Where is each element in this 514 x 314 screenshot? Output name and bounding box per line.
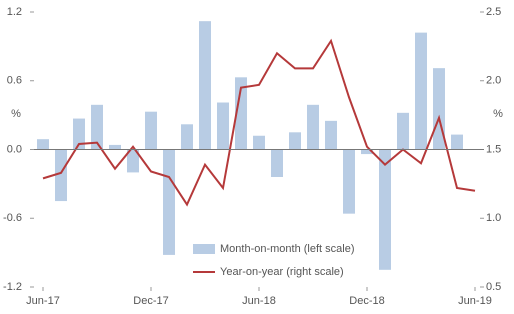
y-tick-label: 0.6 xyxy=(7,75,22,87)
y2-tick-label: 2.5 xyxy=(486,6,501,18)
bar xyxy=(181,124,193,150)
bar xyxy=(253,135,265,150)
y2-tick-label: 0.5 xyxy=(486,281,501,293)
x-tick-label: Jun-18 xyxy=(242,295,276,307)
x-tick-label: Jun-19 xyxy=(458,295,492,307)
bar xyxy=(343,149,355,214)
legend-swatch xyxy=(193,244,215,254)
y2-tick-label: 1.0 xyxy=(486,212,501,224)
y-tick-label: 1.2 xyxy=(7,6,22,18)
y2-tick-label: 1.5 xyxy=(486,143,501,155)
bar xyxy=(379,149,391,270)
legend-label: Year-on-year (right scale) xyxy=(220,266,344,278)
bar xyxy=(163,149,175,255)
bar xyxy=(217,102,229,150)
bar xyxy=(235,77,247,150)
bar xyxy=(145,111,157,150)
bar xyxy=(55,149,67,202)
bar xyxy=(91,104,103,150)
y-tick-label: 0.0 xyxy=(7,143,22,155)
legend-label: Month-on-month (left scale) xyxy=(220,243,355,255)
bar xyxy=(325,120,337,150)
y-axis-label: % xyxy=(11,108,21,120)
x-tick-label: Jun-17 xyxy=(26,295,60,307)
bar xyxy=(289,132,301,150)
bar xyxy=(127,149,139,173)
line xyxy=(42,38,476,207)
y2-tick-label: 2.0 xyxy=(486,75,501,87)
bar xyxy=(199,21,211,150)
x-tick-label: Dec-17 xyxy=(133,295,168,307)
bar xyxy=(307,104,319,150)
y-tick-label: -0.6 xyxy=(3,212,22,224)
bar xyxy=(73,118,85,150)
y2-axis-label: % xyxy=(493,108,503,120)
bar xyxy=(451,134,463,150)
bar xyxy=(37,139,49,150)
x-tick-label: Dec-18 xyxy=(349,295,384,307)
y-tick-label: -1.2 xyxy=(3,281,22,293)
bar xyxy=(397,112,409,150)
bar xyxy=(271,149,283,177)
bar xyxy=(361,149,373,155)
bar xyxy=(109,144,121,150)
bar xyxy=(415,32,427,150)
